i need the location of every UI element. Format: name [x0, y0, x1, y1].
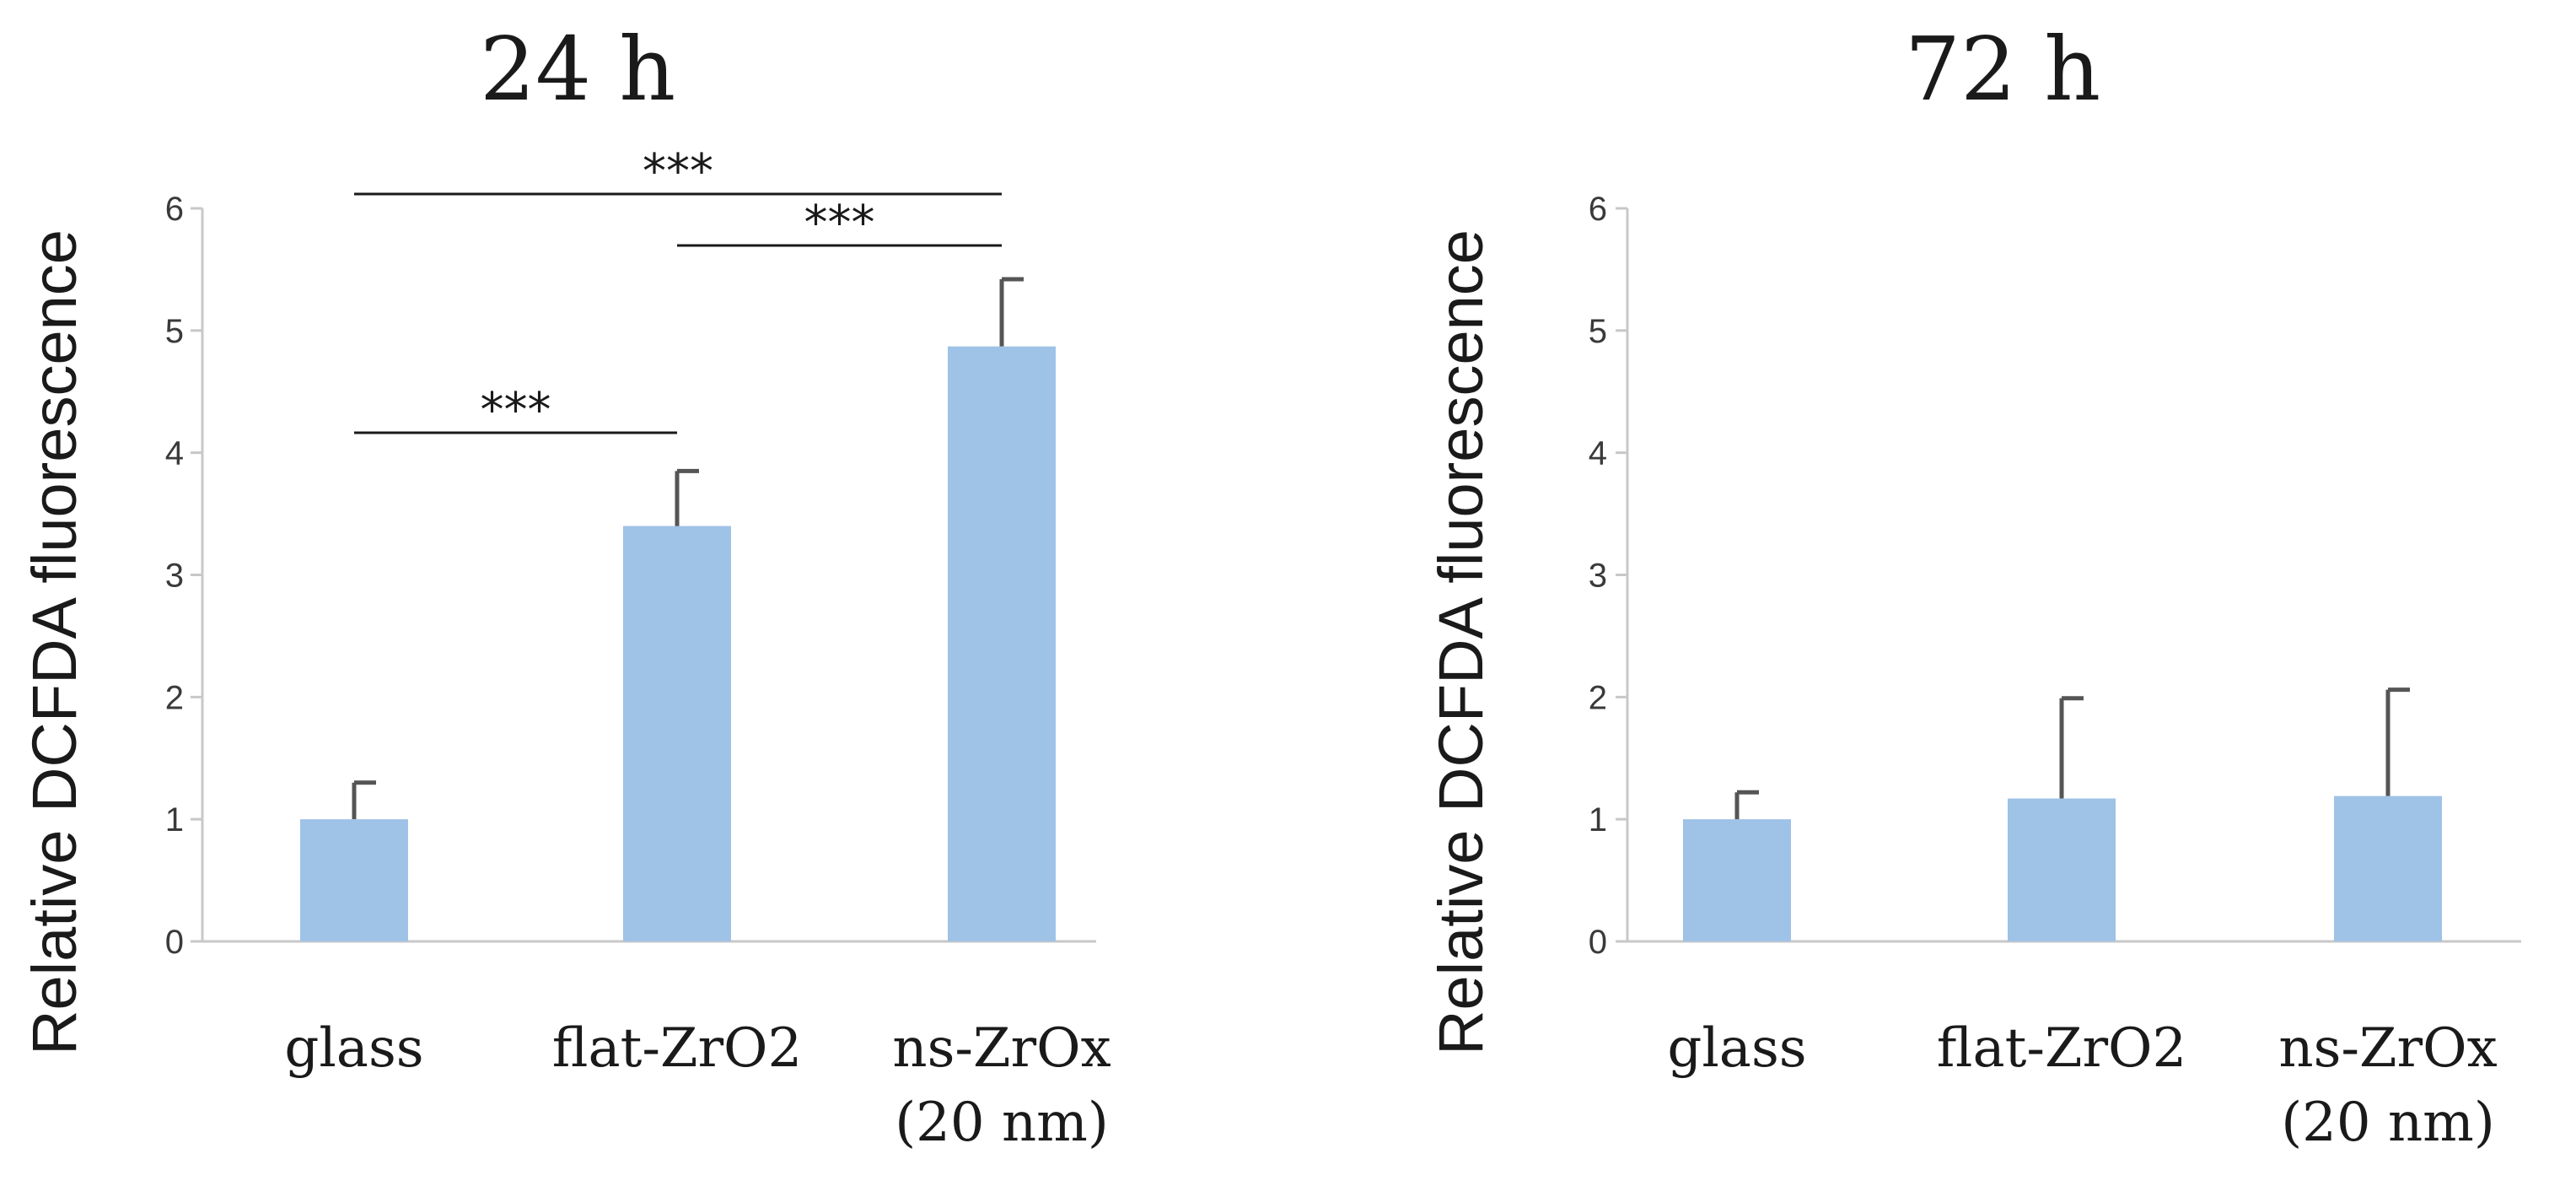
y-tick-label: 1: [165, 801, 184, 838]
y-tick-label: 3: [1589, 558, 1607, 595]
y-axis-label: Relative DCFDA fluorescence: [19, 229, 89, 1055]
significance-label: ***: [643, 144, 713, 199]
bar: [2008, 798, 2116, 941]
bar: [1683, 819, 1791, 941]
y-tick-label: 6: [165, 191, 184, 228]
x-category-label: ns-ZrOx: [892, 1017, 1111, 1080]
y-tick-label: 2: [1589, 679, 1607, 716]
y-tick-label: 4: [1589, 435, 1607, 472]
x-category-label: glass: [1667, 1017, 1806, 1080]
significance-label: ***: [481, 383, 551, 438]
bar: [623, 526, 731, 941]
bar: [300, 819, 408, 941]
y-tick-label: 5: [165, 313, 184, 350]
x-category-label: flat-ZrO2: [552, 1017, 802, 1080]
y-tick-label: 2: [165, 679, 184, 716]
x-category-label: (20 nm): [895, 1092, 1109, 1154]
x-category-label: (20 nm): [2281, 1092, 2495, 1154]
x-category-label: flat-ZrO2: [1937, 1017, 2186, 1080]
y-tick-label: 0: [1589, 924, 1607, 961]
bar: [948, 346, 1056, 942]
y-tick-label: 5: [1589, 313, 1607, 350]
significance-label: ***: [804, 196, 875, 251]
y-axis-label: Relative DCFDA fluorescence: [1426, 229, 1496, 1055]
chart-title: 24 h: [480, 18, 675, 121]
y-tick-label: 3: [165, 558, 184, 595]
x-category-label: glass: [284, 1017, 423, 1080]
y-tick-label: 6: [1589, 191, 1607, 228]
y-tick-label: 1: [1589, 801, 1607, 838]
chart-title: 72 h: [1905, 18, 2100, 121]
x-category-label: ns-ZrOx: [2278, 1017, 2497, 1080]
bar: [2334, 795, 2442, 941]
y-tick-label: 0: [165, 924, 184, 961]
y-tick-label: 4: [165, 435, 184, 472]
